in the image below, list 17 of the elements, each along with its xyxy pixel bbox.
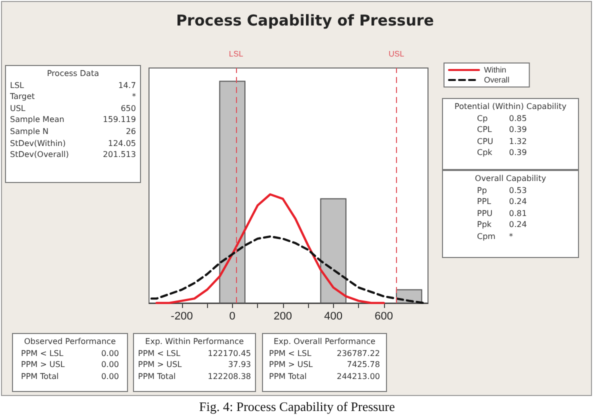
text: Observed Performance PPM < LSL 0.00 PPM > USL 0.00 PPM Total 0.00	[21, 337, 119, 381]
ref-line-label: USL	[388, 50, 405, 58]
legend-label: Within	[484, 66, 506, 74]
x-tick-label: 600	[374, 310, 393, 322]
text: Process Data LSL 14.7 Target * USL 650 Sample Mean 159.119 Sample N 26 StDev(Within) 124.05 StDev(Overall) 201.513	[10, 69, 136, 160]
text: Exp. Overall Performance PPM < LSL 236787.22 PPM > USL 7425.78 PPM Total 244213.00	[269, 337, 380, 381]
legend-label: Overall	[484, 76, 510, 84]
text: Potential (Within) Capability Cp 0.85 CPL 0.39 CPU 1.32 Cpk 0.39	[454, 102, 566, 158]
x-tick-label: -200	[170, 310, 193, 322]
chart-title: Process Capability of Pressure	[176, 12, 434, 30]
text: Exp. Within Performance PPM < LSL 122170.45 PPM > USL 37.93 PPM Total 122208.38	[138, 337, 251, 381]
x-tick-label: 400	[324, 310, 342, 322]
caption: Fig. 4: Process Capability of Pressure	[198, 399, 396, 415]
x-tick-label: 0	[229, 310, 236, 322]
text: Overall Capability Pp 0.53 PPL 0.24 PPU 0.81 Ppk 0.24 Cpm *	[474, 174, 546, 241]
x-tick-label: 200	[274, 310, 292, 322]
ref-line-label: LSL	[228, 50, 244, 58]
